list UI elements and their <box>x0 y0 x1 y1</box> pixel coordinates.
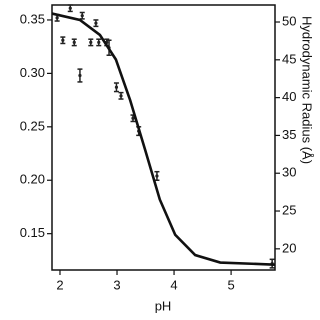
data-point <box>155 174 159 178</box>
y-tick-label: 0.35 <box>20 11 45 26</box>
y2-tick-label: 40 <box>282 89 296 104</box>
y-tick-label: 0.15 <box>20 225 45 240</box>
x-tick-label: 5 <box>227 277 234 292</box>
x-tick-label: 2 <box>56 277 63 292</box>
y-tick-label: 0.30 <box>20 65 45 80</box>
y-tick-label: 0.25 <box>20 118 45 133</box>
data-point <box>119 94 123 98</box>
y2-tick-label: 45 <box>282 51 296 66</box>
y2-tick-label: 20 <box>282 240 296 255</box>
data-point <box>78 73 82 78</box>
data-point <box>61 38 65 42</box>
data-point <box>68 6 72 10</box>
y2-tick-label: 50 <box>282 13 296 28</box>
data-point <box>80 14 84 18</box>
data-point <box>114 85 119 89</box>
data-point <box>55 16 59 20</box>
x-tick-label: 4 <box>170 277 177 292</box>
x-tick-label: 3 <box>113 277 120 292</box>
data-point <box>94 21 98 25</box>
data-point <box>72 40 76 44</box>
data-point <box>89 40 93 44</box>
plot-frame <box>51 4 276 271</box>
y2-tick-label: 35 <box>282 127 296 142</box>
y2-axis-label: Hydrodynamic Radius (Å) <box>300 16 315 164</box>
fit-line <box>51 12 276 266</box>
y2-tick-label: 30 <box>282 165 296 180</box>
y2-tick-label: 25 <box>282 202 296 217</box>
data-point <box>131 116 135 120</box>
x-axis-label: pH <box>155 298 172 313</box>
y-tick-label: 0.20 <box>20 172 45 187</box>
data-point <box>97 40 101 44</box>
